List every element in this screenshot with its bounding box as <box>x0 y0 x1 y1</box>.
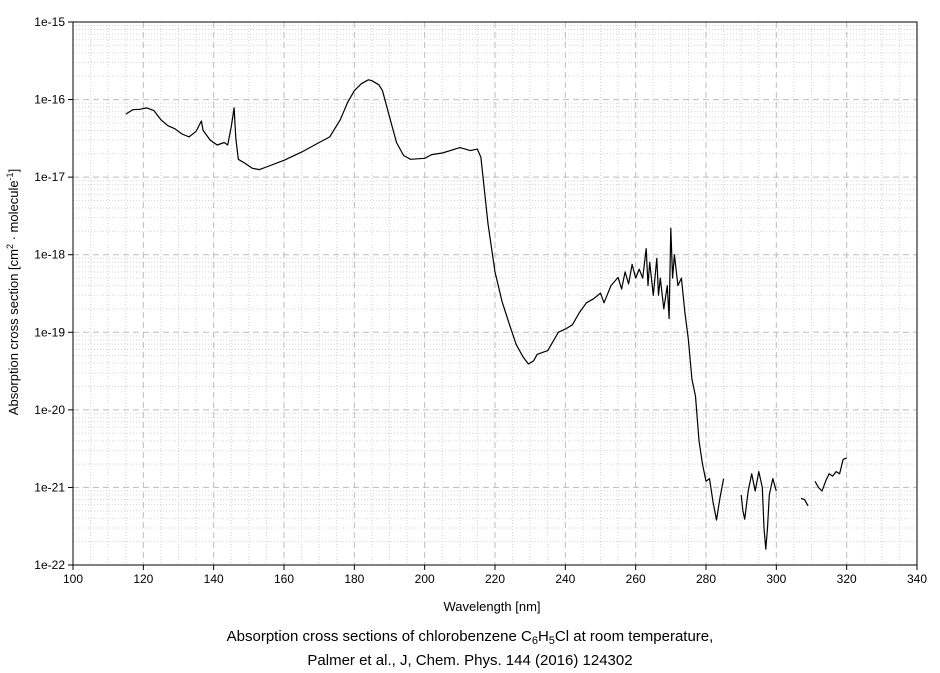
x-tick-label: 260 <box>626 572 646 586</box>
series-line-segment <box>125 79 725 521</box>
x-tick-label: 240 <box>555 572 575 586</box>
x-tick-label: 200 <box>415 572 435 586</box>
title-sub-2: 5 <box>548 635 555 647</box>
series-line-segment <box>740 471 777 550</box>
x-tick-label: 160 <box>274 572 294 586</box>
series-line-segment <box>800 497 809 507</box>
x-tick-label: 120 <box>133 572 153 586</box>
x-tick-labels: 100 120 140 160 180 200 220 240 260 280 300 320 340 <box>63 572 927 586</box>
x-tick-label: 320 <box>837 572 857 586</box>
y-tick-label: 1e-20 <box>34 403 65 417</box>
axis-ticks <box>68 21 918 570</box>
y-axis-label-sup-1: 2 <box>5 244 15 249</box>
x-tick-label: 220 <box>485 572 505 586</box>
y-tick-label: 1e-16 <box>34 93 65 107</box>
y-axis-label-part-3: ] <box>6 169 21 173</box>
series-layer <box>125 79 847 550</box>
series-line-segment <box>814 457 847 492</box>
x-axis-label: Wavelength [nm] <box>443 599 540 614</box>
major-grid <box>73 22 917 565</box>
y-tick-label: 1e-18 <box>34 248 65 262</box>
x-tick-label: 140 <box>204 572 224 586</box>
y-tick-label: 1e-17 <box>34 170 65 184</box>
y-tick-labels: 1e-22 1e-21 1e-20 1e-19 1e-18 1e-17 1e-16 1e-15 <box>34 15 65 572</box>
y-axis-label: Absorption cross section [cm2 · molecule… <box>5 169 21 415</box>
chart-title-line-2: Palmer et al., J, Chem. Phys. 144 (2016)… <box>307 652 633 669</box>
x-tick-label: 280 <box>696 572 716 586</box>
title-text-2: H <box>537 628 549 645</box>
y-axis-label-sup-2: -1 <box>5 172 15 180</box>
minor-grid <box>73 22 917 565</box>
y-axis-label-part-2: · molecule <box>6 180 21 244</box>
y-tick-label: 1e-19 <box>34 325 65 339</box>
x-tick-label: 100 <box>63 572 83 586</box>
x-tick-label: 340 <box>907 572 927 586</box>
y-tick-label: 1e-15 <box>34 15 65 29</box>
x-tick-label: 180 <box>344 572 364 586</box>
title-sub-1: 6 <box>531 635 538 647</box>
chart-title-line-1: Absorption cross sections of chlorobenze… <box>0 628 940 647</box>
y-tick-label: 1e-22 <box>34 558 65 572</box>
x-tick-label: 300 <box>766 572 786 586</box>
y-axis-label-part-1: Absorption cross section [cm <box>6 249 21 415</box>
title-text-1: Absorption cross sections of chlorobenze… <box>226 628 532 645</box>
title-text-3: Cl at room temperature, <box>554 628 714 645</box>
y-tick-label: 1e-21 <box>34 480 65 494</box>
